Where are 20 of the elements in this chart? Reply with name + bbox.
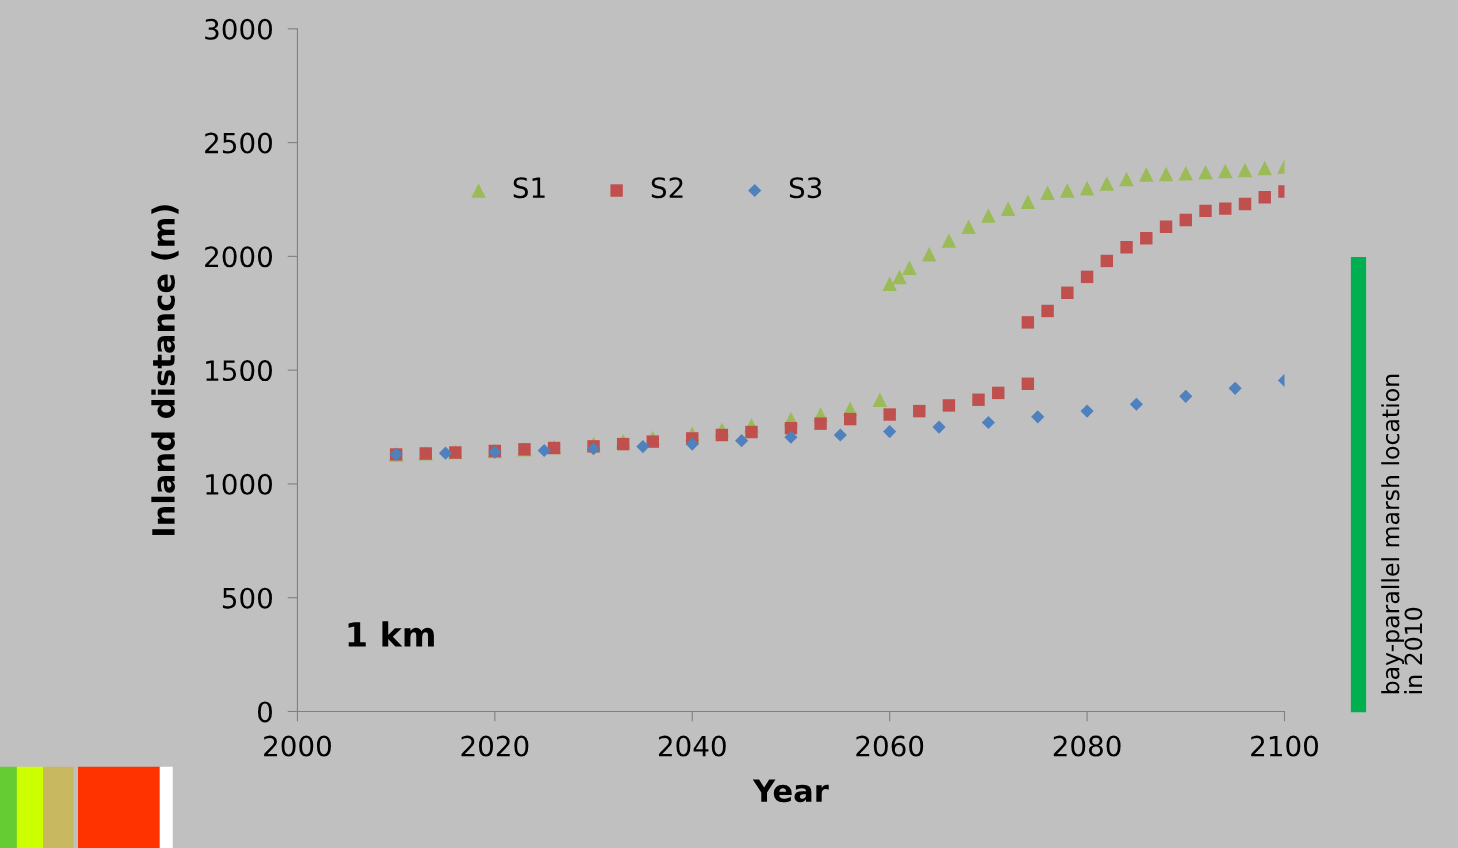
y-tick-label: 2000: [205, 246, 272, 268]
text: bay-parallel marsh location in 2010: [1381, 374, 1423, 694]
y-axis-title: Inland distance (m): [151, 205, 179, 535]
legend-label: S1: [513, 177, 545, 199]
y-tick-label: 1500: [206, 360, 272, 382]
y-tick-label: 2500: [205, 132, 272, 154]
x-axis-title: Year: [752, 779, 829, 803]
x-tick-label: 2060: [856, 735, 924, 757]
x-tick-label: 2100: [1251, 735, 1318, 757]
y-tick-label: 0: [257, 701, 272, 723]
y-tick-label: 1000: [206, 473, 272, 495]
x-tick-label: 2000: [264, 735, 331, 757]
legend-label: S2: [651, 177, 683, 199]
y-tick-label: 3000: [205, 18, 272, 40]
x-tick-label: 2040: [658, 735, 726, 757]
x-tick-label: 2080: [1053, 735, 1121, 757]
y-tick-label: 500: [222, 587, 272, 609]
x-tick-label: 2020: [461, 735, 529, 757]
annotation: 1 km: [348, 621, 434, 647]
legend-label: S3: [789, 177, 822, 199]
